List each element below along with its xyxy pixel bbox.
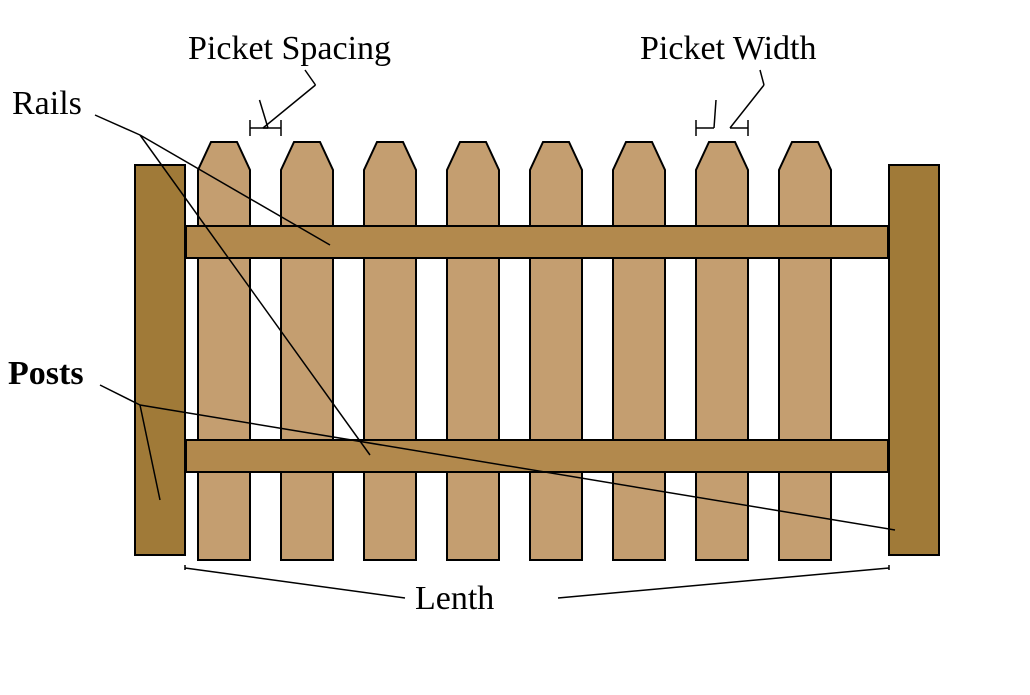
label-picket-spacing: Picket Spacing	[188, 30, 391, 68]
fence-diagram: Picket Spacing Picket Width Rails Posts …	[0, 0, 1030, 695]
label-length: Lenth	[415, 580, 494, 618]
label-rails: Rails	[12, 85, 82, 123]
label-picket-width: Picket Width	[640, 30, 817, 68]
label-posts: Posts	[8, 355, 84, 393]
fence-svg	[0, 0, 1030, 695]
